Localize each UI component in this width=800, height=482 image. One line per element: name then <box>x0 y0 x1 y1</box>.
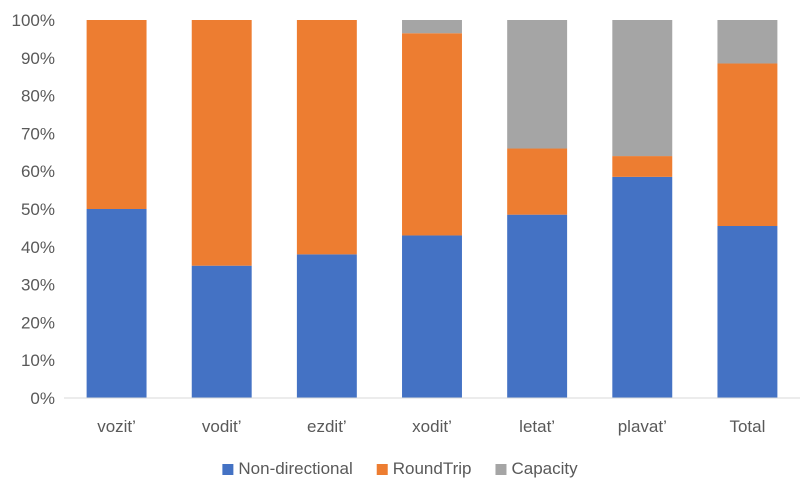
y-tick-label: 40% <box>21 238 55 257</box>
y-tick-label: 50% <box>21 200 55 219</box>
bar-segment <box>402 33 462 236</box>
legend-swatch <box>222 464 234 475</box>
y-tick-label: 90% <box>21 49 55 68</box>
bar-segment <box>191 265 252 398</box>
bar-segment <box>612 176 673 398</box>
bar-segment <box>191 20 252 266</box>
bar-segment <box>612 156 673 177</box>
bar-segment <box>296 254 357 398</box>
x-tick-label: vozit’ <box>97 417 136 436</box>
legend-item: Capacity <box>495 459 578 478</box>
x-tick-label: letat’ <box>519 417 555 436</box>
legend-item: RoundTrip <box>376 459 472 478</box>
x-tick-label: Total <box>729 417 765 436</box>
bar-segment <box>402 235 462 398</box>
bar-segment <box>86 209 147 398</box>
y-tick-label: 10% <box>21 351 55 370</box>
x-tick-label: vodit’ <box>202 417 242 436</box>
bar-segment <box>612 20 673 157</box>
legend: Non-directional RoundTrip Capacity <box>222 459 578 478</box>
bar-segment <box>717 226 778 398</box>
y-tick-label: 30% <box>21 276 55 295</box>
bars <box>86 20 778 398</box>
bar-segment <box>507 20 568 149</box>
y-tick-label: 0% <box>30 389 55 408</box>
bar-segment <box>402 20 462 34</box>
y-tick-label: 80% <box>21 87 55 106</box>
x-tick-label: plavat’ <box>618 417 667 436</box>
x-axis-labels: vozit’ vodit’ ezdit’ xodit’ letat’ plavat’ Tot… <box>97 417 765 436</box>
legend-label: Non-directional <box>238 459 352 478</box>
legend-swatch <box>376 464 388 475</box>
y-tick-label: 20% <box>21 313 55 332</box>
x-tick-label: xodit’ <box>412 417 452 436</box>
y-tick-label: 60% <box>21 162 55 181</box>
bar-segment <box>507 148 568 215</box>
bar-segment <box>296 20 357 255</box>
bar-segment <box>507 214 568 398</box>
x-tick-label: ezdit’ <box>307 417 347 436</box>
bar-segment <box>717 20 778 64</box>
legend-label: Capacity <box>511 459 578 478</box>
legend-item: Non-directional <box>222 459 353 478</box>
y-tick-label: 70% <box>21 124 55 143</box>
bar-segment <box>86 20 147 209</box>
bar-segment <box>717 63 778 227</box>
y-axis-ticks: 0% 10% 20% 30% 40% 50% 60% 70% 80% 90% 100% <box>12 11 55 408</box>
y-tick-label: 100% <box>12 11 55 30</box>
legend-label: RoundTrip <box>393 459 472 478</box>
legend-swatch <box>495 464 507 475</box>
